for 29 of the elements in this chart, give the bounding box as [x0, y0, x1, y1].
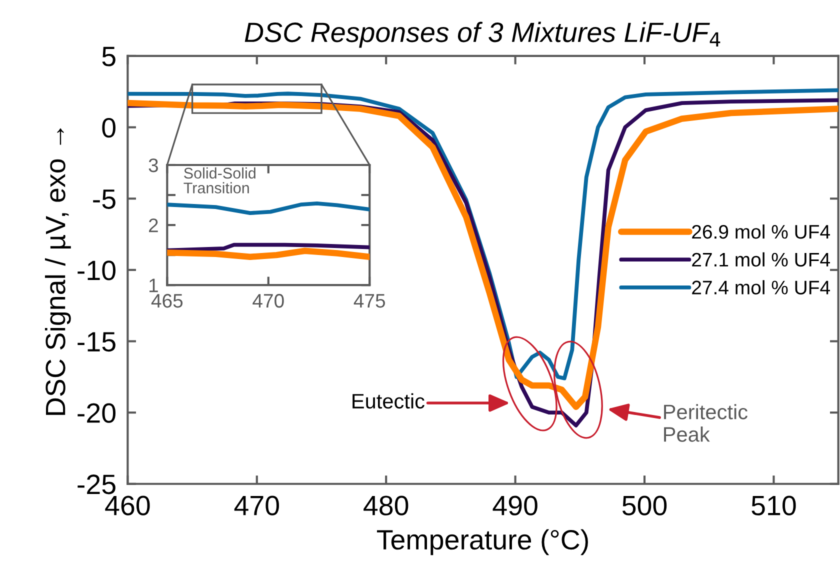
annotation: Peritectic Peak — [664, 404, 748, 442]
line-series — [167, 201, 370, 215]
y-tick-label: 5 — [102, 46, 116, 66]
legend-label: 27.1 mol % UF4 — [692, 252, 830, 267]
x-tick-label: 460 — [105, 496, 150, 516]
x-tick-label: 470 — [252, 294, 284, 308]
chart-title: DSC Responses of 3 Mixtures LiF-UF$_{4}$ — [244, 22, 720, 48]
annotation: Solid-Solid Transition — [184, 167, 256, 194]
x-tick-label: 510 — [752, 496, 796, 516]
y-tick-label: -25 — [78, 474, 116, 494]
x-tick-label: 475 — [354, 294, 386, 308]
x-tick-label: 500 — [622, 496, 667, 516]
x-tick-label: 470 — [234, 496, 279, 516]
y-tick-label: -15 — [78, 332, 116, 352]
y-tick-label: 0 — [102, 118, 116, 138]
x-axis-title: Temperature (°C) — [376, 529, 588, 556]
y-axis-title: DSC Signal / µV, exo → — [44, 128, 71, 415]
y-tick-label: -20 — [78, 403, 116, 423]
legend-label: 27.4 mol % UF4 — [692, 280, 830, 294]
annotation: Eutectic — [352, 393, 424, 409]
y-tick-label: 3 — [148, 158, 158, 172]
y-tick-label: 2 — [148, 218, 158, 232]
y-tick-label: 1 — [149, 278, 158, 292]
x-tick-label: 490 — [492, 496, 538, 516]
x-tick-label: 480 — [364, 496, 408, 516]
x-tick-label: 465 — [151, 294, 183, 308]
legend-label: 26.9 mol % UF4 — [692, 224, 830, 239]
y-tick-label: -5 — [93, 190, 116, 209]
y-tick-label: -10 — [78, 260, 116, 280]
